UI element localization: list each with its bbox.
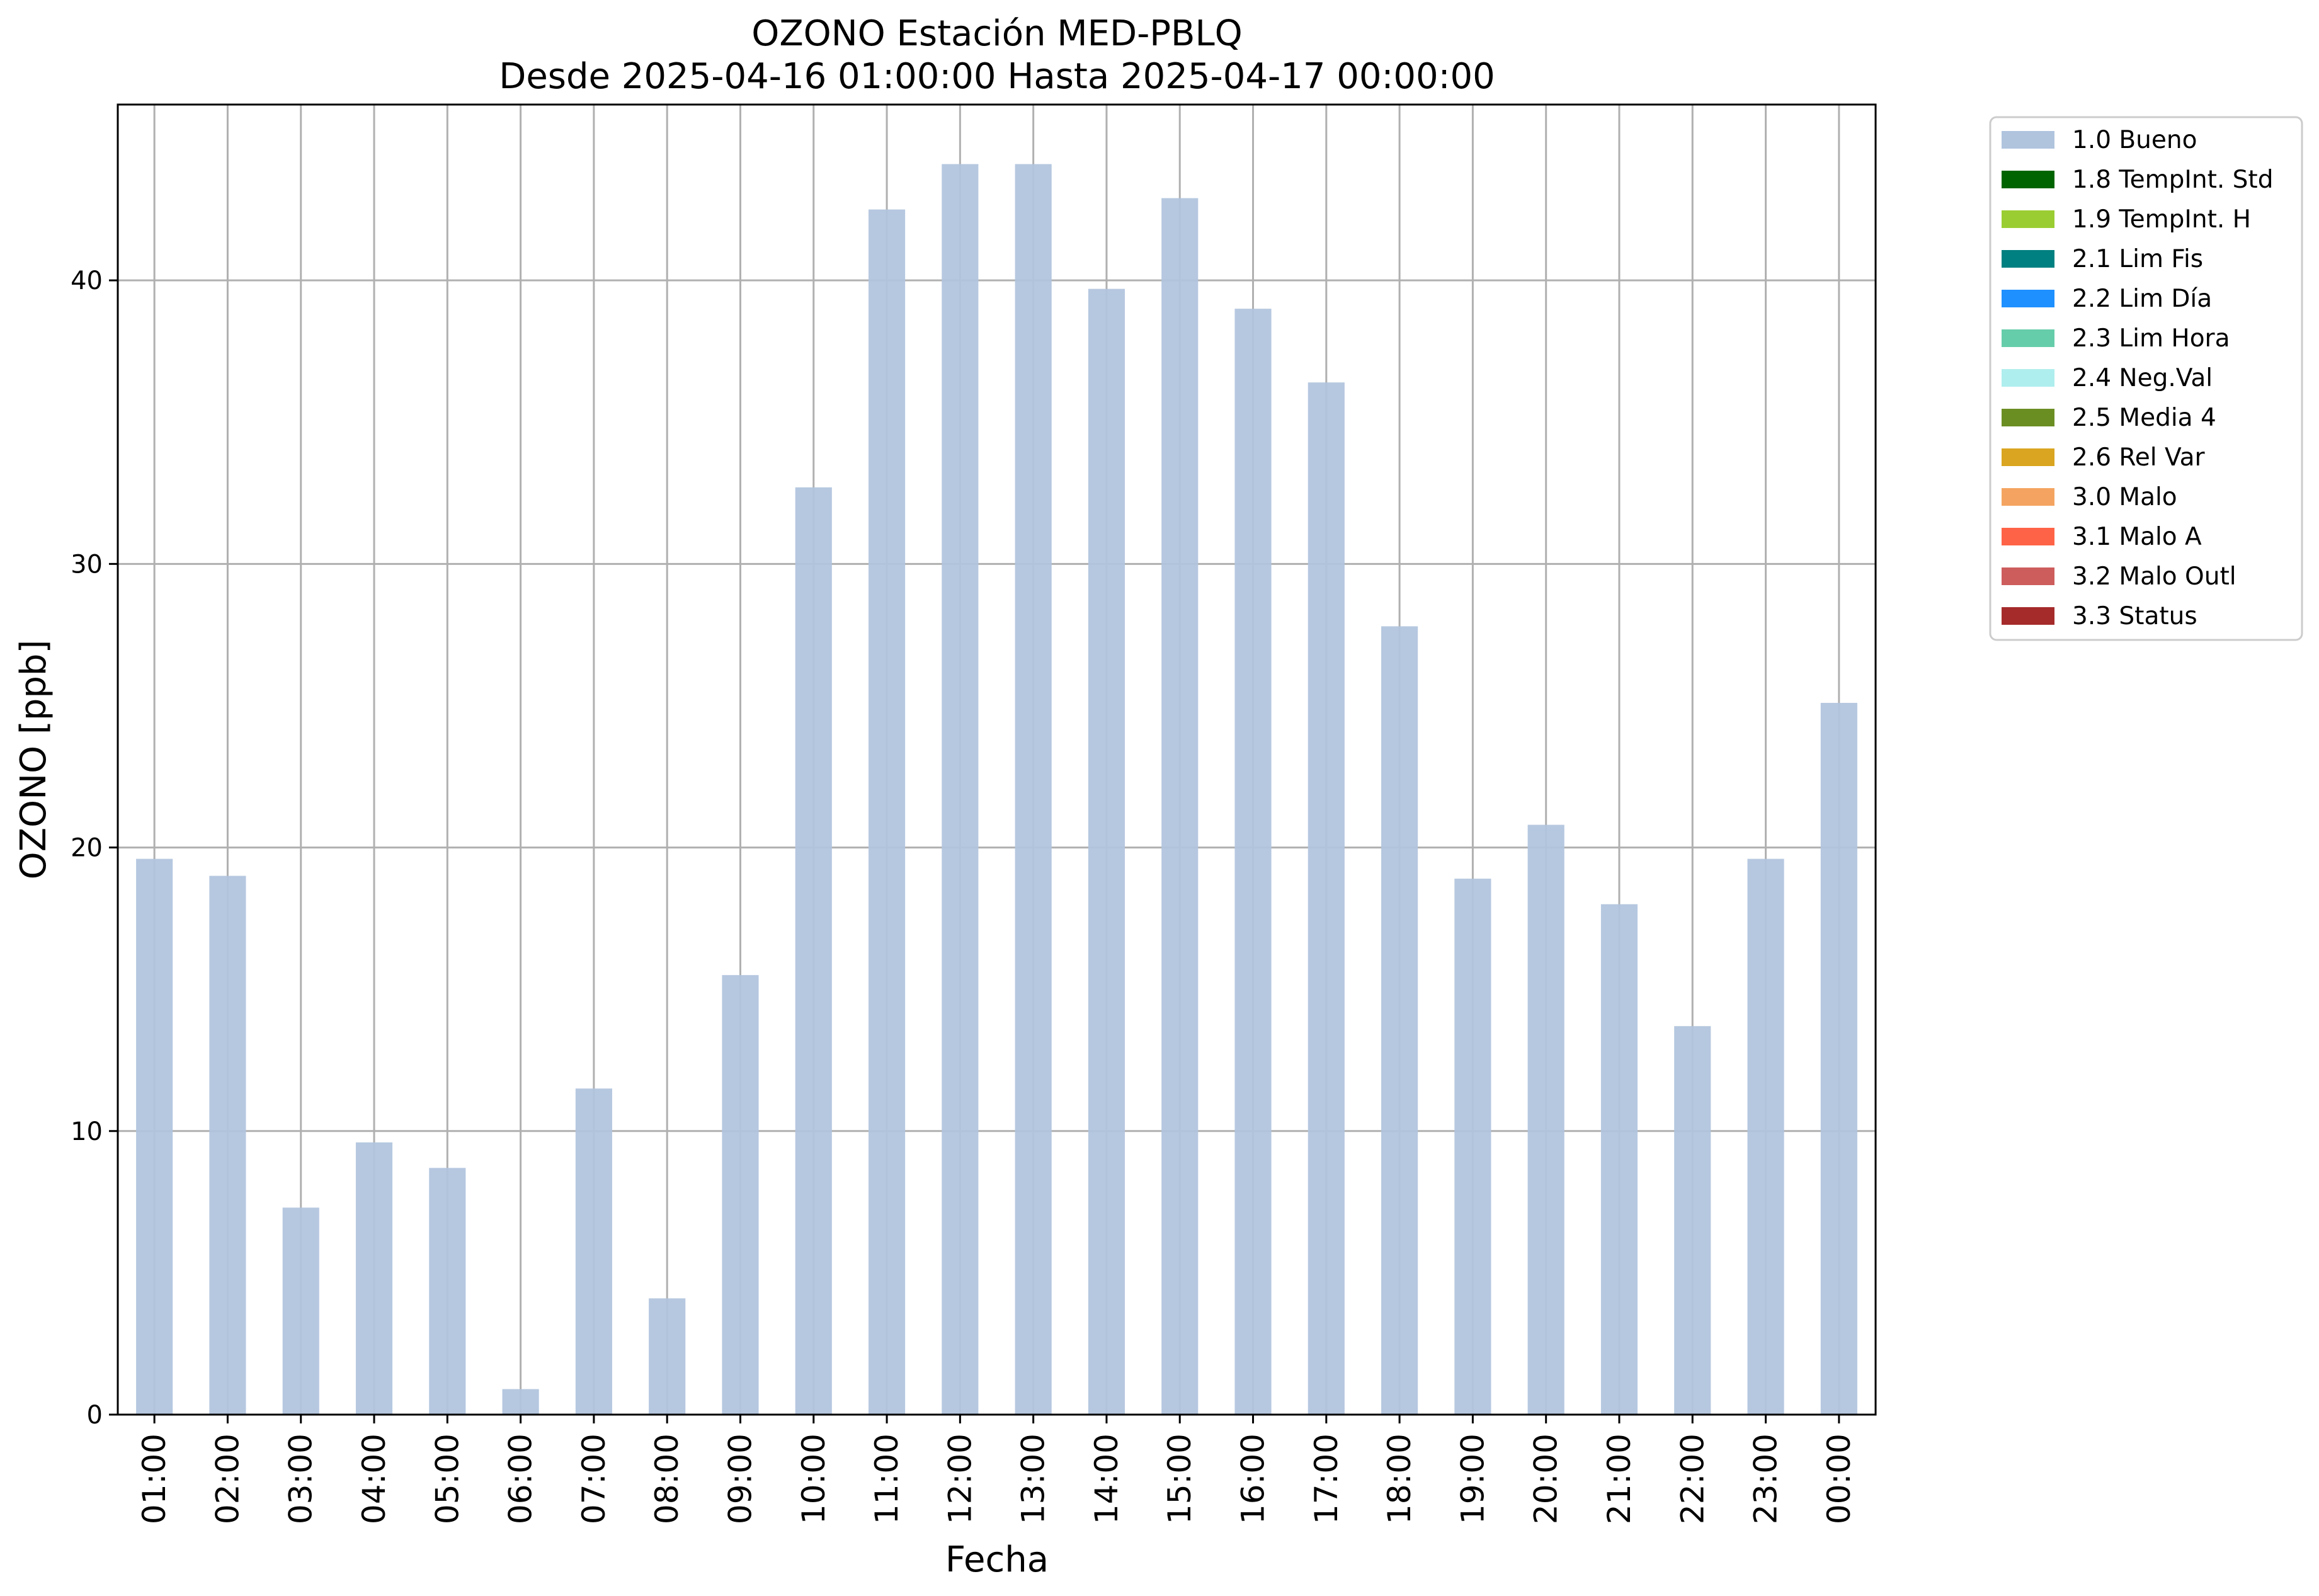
y-tick-label: 20: [71, 834, 103, 863]
legend-items: 1.0 Bueno 1.8 TempInt. Std 1.9 TempInt. H 2…: [2002, 126, 2273, 630]
bar: [575, 1088, 612, 1415]
legend-label: 2.2 Lim Día: [2072, 285, 2212, 313]
x-tick-label: 06:00: [503, 1434, 539, 1524]
bar: [722, 975, 759, 1415]
x-tick-label: 03:00: [283, 1434, 319, 1524]
x-tick-label: 01:00: [136, 1434, 173, 1524]
legend-swatch: [2002, 607, 2054, 625]
y-tick-label: 30: [71, 550, 103, 579]
bar: [136, 858, 173, 1415]
x-tick-label: 22:00: [1674, 1434, 1711, 1524]
legend-label: 2.1 Lim Fis: [2072, 245, 2203, 273]
bar: [282, 1207, 319, 1415]
bar: [942, 164, 979, 1415]
x-tick-label: 17:00: [1308, 1434, 1345, 1524]
bar: [1674, 1026, 1711, 1415]
bar: [649, 1298, 686, 1415]
legend-swatch: [2002, 567, 2054, 585]
bar: [1234, 309, 1272, 1415]
x-tick-label: 08:00: [649, 1434, 685, 1524]
bar: [1454, 879, 1491, 1415]
x-tick-label: 16:00: [1235, 1434, 1272, 1524]
x-tick-label: 11:00: [869, 1434, 905, 1524]
x-tick-label: 05:00: [429, 1434, 465, 1524]
bar: [209, 875, 246, 1415]
bar: [1088, 288, 1125, 1415]
x-tick-label: 21:00: [1601, 1434, 1638, 1524]
bar: [1747, 858, 1784, 1415]
y-axis-label: OZONO [ppb]: [13, 640, 54, 880]
legend-label: 1.0 Bueno: [2072, 126, 2197, 154]
y-tick-label: 10: [71, 1117, 103, 1146]
x-tick-label: 23:00: [1748, 1434, 1784, 1524]
legend-swatch: [2002, 528, 2054, 545]
bar: [1308, 382, 1345, 1415]
x-tick-label: 18:00: [1381, 1434, 1418, 1524]
bar: [868, 209, 906, 1415]
plot-area-frame: [117, 103, 1877, 1416]
legend-label: 3.0 Malo: [2072, 483, 2177, 511]
legend-frame: [1989, 116, 2303, 641]
legend-label: 3.3 Status: [2072, 602, 2197, 630]
legend-label: 1.8 TempInt. Std: [2072, 166, 2273, 194]
x-tick-label: 20:00: [1528, 1434, 1564, 1524]
y-tick-label: 0: [87, 1401, 103, 1430]
legend-swatch: [2002, 488, 2054, 506]
legend-label: 2.6 Rel Var: [2072, 443, 2206, 472]
chart-title: OZONO Estación MED-PBLQ: [751, 13, 1243, 54]
x-tick-label: 00:00: [1821, 1434, 1857, 1524]
bar-series: [136, 164, 1857, 1415]
bar: [1381, 626, 1418, 1415]
legend-swatch: [2002, 369, 2054, 387]
x-tick-label: 19:00: [1454, 1434, 1491, 1524]
x-tick-label: 02:00: [209, 1434, 246, 1524]
bar: [502, 1389, 539, 1415]
legend-swatch: [2002, 171, 2054, 188]
bar: [355, 1142, 393, 1415]
bar: [1820, 702, 1857, 1415]
x-tick-label: 13:00: [1015, 1434, 1052, 1524]
bar: [1600, 904, 1638, 1415]
legend-label: 2.3 Lim Hora: [2072, 324, 2230, 353]
legend-swatch: [2002, 409, 2054, 426]
legend-label: 3.1 Malo A: [2072, 523, 2202, 551]
legend-label: 1.9 TempInt. H: [2072, 205, 2251, 234]
legend-label: 2.5 Media 4: [2072, 404, 2216, 432]
bar: [1527, 824, 1564, 1415]
x-tick-label: 10:00: [795, 1434, 832, 1524]
bar: [795, 487, 832, 1415]
y-tick-label: 40: [71, 266, 103, 295]
x-tick-label: 14:00: [1088, 1434, 1125, 1524]
x-tick-label: 12:00: [942, 1434, 978, 1524]
bar: [1015, 164, 1052, 1415]
x-axis-ticks: 01:00 02:00 03:00 04:00 05:00 06:00 07:00 08:00…: [136, 1415, 1857, 1524]
chart-subtitle: Desde 2025-04-16 01:00:00 Hasta 2025-04-…: [499, 56, 1495, 97]
legend-swatch: [2002, 250, 2054, 268]
legend-swatch: [2002, 448, 2054, 466]
legend-swatch: [2002, 290, 2054, 307]
x-axis-label: Fecha: [945, 1539, 1049, 1580]
legend-swatch: [2002, 210, 2054, 228]
legend-label: 3.2 Malo Outl: [2072, 562, 2236, 591]
x-tick-label: 09:00: [722, 1434, 758, 1524]
legend-swatch: [2002, 329, 2054, 347]
bar: [1161, 198, 1199, 1415]
legend: 1.0 Bueno 1.8 TempInt. Std 1.9 TempInt. H 2…: [1989, 116, 2303, 641]
y-axis-ticks: 0 10 20 30 40: [71, 266, 118, 1430]
x-tick-label: 15:00: [1161, 1434, 1198, 1524]
legend-swatch: [2002, 131, 2054, 149]
x-tick-label: 04:00: [356, 1434, 392, 1524]
bar: [429, 1168, 466, 1415]
x-tick-label: 07:00: [576, 1434, 612, 1524]
legend-label: 2.4 Neg.Val: [2072, 364, 2213, 392]
